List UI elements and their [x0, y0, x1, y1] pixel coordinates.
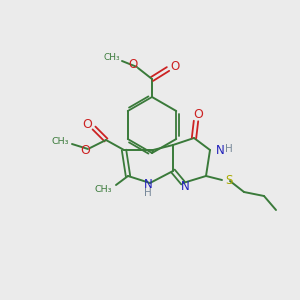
Text: O: O: [128, 58, 138, 71]
Text: N: N: [144, 178, 152, 191]
Text: CH₃: CH₃: [104, 53, 120, 62]
Text: N: N: [181, 179, 189, 193]
Text: O: O: [170, 61, 180, 74]
Text: O: O: [193, 107, 203, 121]
Text: H: H: [225, 144, 233, 154]
Text: CH₃: CH₃: [94, 185, 112, 194]
Text: H: H: [144, 188, 152, 198]
Text: O: O: [80, 145, 90, 158]
Text: N: N: [216, 143, 224, 157]
Text: S: S: [225, 173, 233, 187]
Text: CH₃: CH₃: [51, 137, 69, 146]
Text: O: O: [82, 118, 92, 131]
